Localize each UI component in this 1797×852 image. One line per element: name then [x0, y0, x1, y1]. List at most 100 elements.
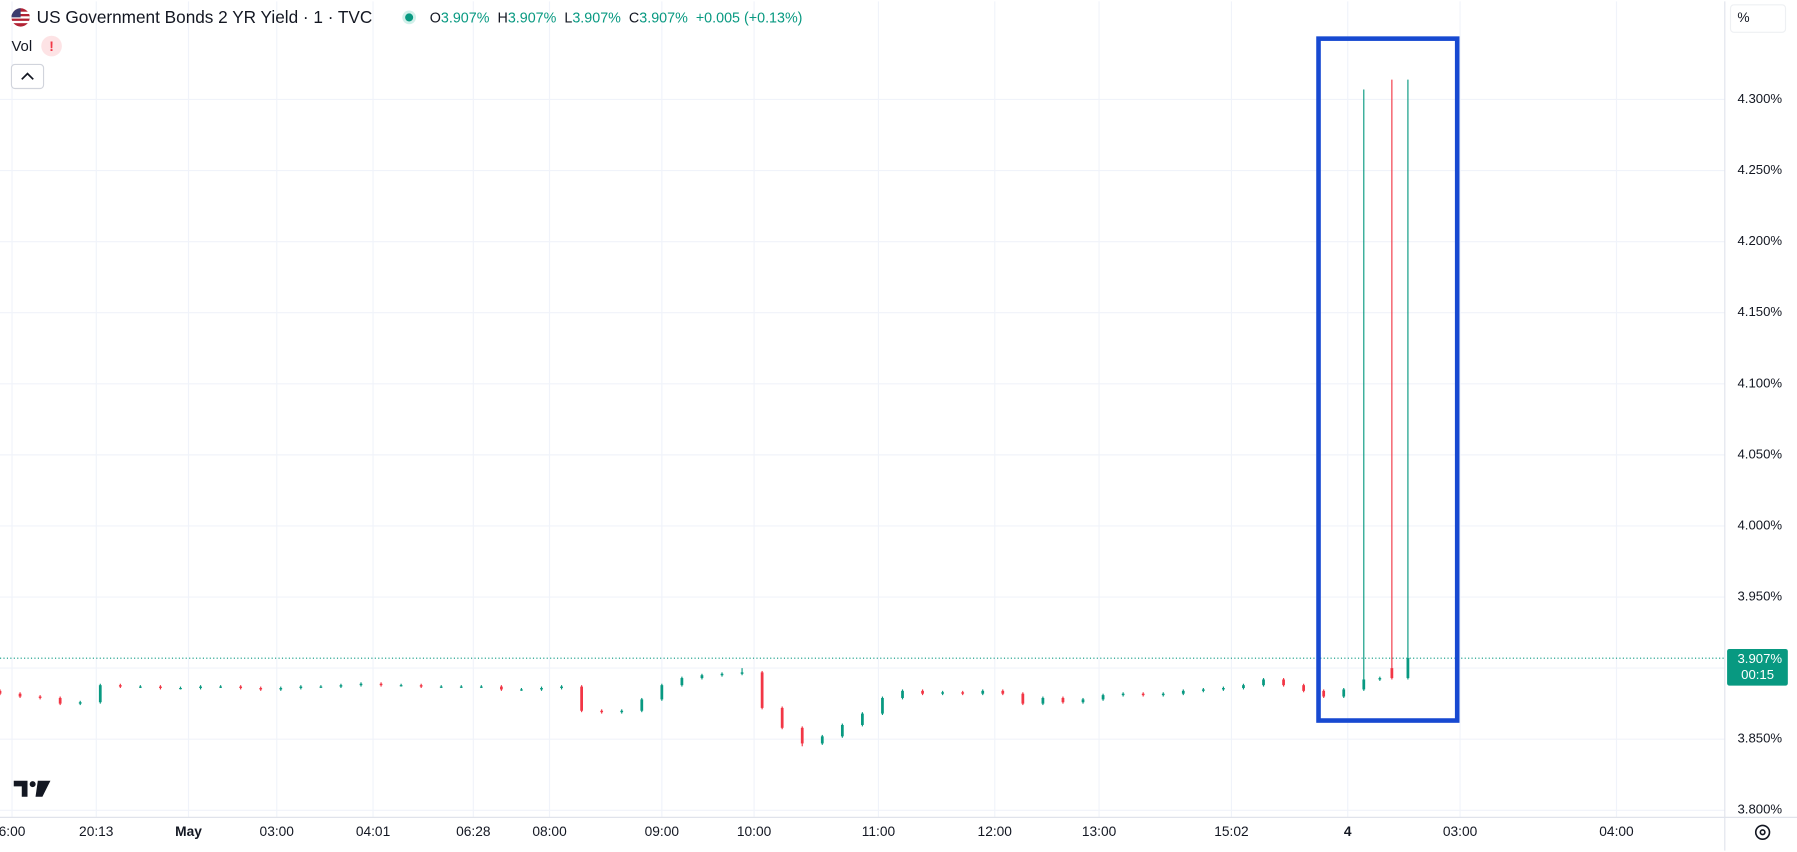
- candle-body: [1101, 695, 1105, 700]
- volume-warning: !: [49, 39, 54, 54]
- x-tick-label: 03:00: [260, 824, 295, 839]
- candle-body: [1001, 690, 1005, 694]
- candle-body: [1161, 693, 1165, 696]
- candle-body: [921, 690, 924, 694]
- axes: 3.800%3.850%3.900%3.950%4.000%4.050%4.10…: [0, 91, 1788, 839]
- candle-body: [1061, 697, 1065, 703]
- ohlc-value: 3.907%: [572, 10, 621, 26]
- candle-body: [780, 707, 784, 728]
- candle-body: [760, 672, 764, 708]
- y-tick-label: 4.300%: [1737, 91, 1782, 106]
- x-tick-label: 03:00: [1443, 824, 1478, 839]
- y-tick-label: 4.200%: [1737, 233, 1782, 248]
- candle-body: [118, 685, 122, 687]
- candle-body: [58, 697, 62, 704]
- x-tick-label: 04:01: [356, 824, 390, 839]
- candle-body: [78, 702, 82, 704]
- volume-warning-icon[interactable]: [41, 35, 62, 57]
- candle-body: [660, 685, 664, 700]
- candle-body: [0, 690, 2, 694]
- grid: [0, 1, 1725, 818]
- candle-body: [1322, 690, 1326, 697]
- candle-body: [359, 683, 363, 686]
- candle-body: [600, 710, 604, 713]
- candle-body: [720, 673, 724, 676]
- ohlc-key: H: [497, 10, 507, 26]
- ohlc-value: 3.907%: [441, 10, 490, 26]
- candle-body: [881, 697, 884, 714]
- candle-body: [500, 686, 503, 690]
- ohlc-value: 3.907%: [508, 10, 557, 26]
- candle-body: [941, 692, 944, 694]
- candle-body: [520, 689, 523, 691]
- candle-body: [219, 686, 222, 688]
- candle-body: [259, 688, 263, 690]
- status-dot-inner: [405, 13, 414, 22]
- candle-body: [840, 724, 844, 737]
- candle-body: [98, 685, 102, 703]
- y-tick-label: 3.850%: [1737, 731, 1782, 746]
- x-tick-label: 10:00: [737, 824, 772, 839]
- countdown: 00:15: [1741, 667, 1774, 682]
- collapse-button[interactable]: [10, 63, 45, 90]
- chart-title: US Government Bonds 2 YR Yield · 1 · TVC: [37, 7, 373, 27]
- candle-body: [1390, 668, 1394, 679]
- candle-body: [1141, 693, 1145, 696]
- candle-body: [700, 675, 704, 679]
- candle-body: [239, 686, 243, 689]
- ohlc-key: L: [564, 10, 572, 26]
- candle-body: [379, 683, 383, 686]
- candle-body: [640, 699, 644, 711]
- settings-icon[interactable]: [1754, 824, 1771, 840]
- scale-mode: %: [1737, 10, 1749, 25]
- x-tick-label: 06:28: [456, 824, 491, 839]
- candle-body: [580, 686, 583, 711]
- x-tick-label: 6:00: [0, 824, 26, 839]
- candle-body: [961, 692, 965, 694]
- candle-body: [159, 686, 162, 689]
- candle-body: [139, 686, 142, 688]
- volume-label: Vol: [11, 39, 32, 55]
- candle-body: [38, 696, 42, 698]
- candle-body: [1222, 688, 1225, 690]
- candle-body: [479, 686, 483, 688]
- candle-body: [1242, 685, 1245, 689]
- highlight-box: [1316, 36, 1460, 723]
- scale-mode-button[interactable]: [1729, 4, 1787, 33]
- y-tick-label: 3.950%: [1737, 589, 1782, 604]
- x-tick-label: 11:00: [862, 824, 896, 839]
- candle-body: [1121, 693, 1125, 696]
- candle-body: [820, 736, 824, 744]
- x-tick-label: 20:13: [79, 824, 114, 839]
- candle-body: [800, 727, 804, 744]
- candle-body: [319, 686, 323, 688]
- flag-icon: [11, 8, 30, 27]
- candle-body: [1262, 679, 1265, 686]
- y-tick-label: 4.050%: [1737, 446, 1782, 461]
- x-tick-label: 12:00: [978, 824, 1013, 839]
- candle-body: [1406, 658, 1410, 679]
- candle-body: [1282, 679, 1285, 686]
- candle-body: [279, 688, 283, 690]
- x-tick-label: 15:02: [1214, 824, 1248, 839]
- x-tick-label: 09:00: [645, 824, 680, 839]
- x-tick-label: 08:00: [532, 824, 567, 839]
- x-tick-label: 04:00: [1599, 824, 1634, 839]
- x-tick-label: 13:00: [1082, 824, 1117, 839]
- candle-body: [740, 672, 744, 674]
- ohlc-value: 3.907%: [639, 10, 688, 26]
- candle-body: [419, 685, 423, 687]
- candle-body: [459, 686, 463, 688]
- ohlc-key: C: [629, 10, 639, 26]
- candles: [0, 79, 1725, 747]
- x-tick-label: 4: [1344, 824, 1352, 839]
- candle-body: [861, 713, 864, 725]
- candle-body: [680, 678, 684, 686]
- candle-body: [1041, 697, 1045, 704]
- y-tick-label: 4.250%: [1737, 162, 1782, 177]
- candle-body: [1021, 693, 1025, 704]
- candle-body: [901, 690, 904, 698]
- tradingview-logo: [13, 780, 51, 797]
- change: +0.005 (+0.13%): [696, 10, 803, 26]
